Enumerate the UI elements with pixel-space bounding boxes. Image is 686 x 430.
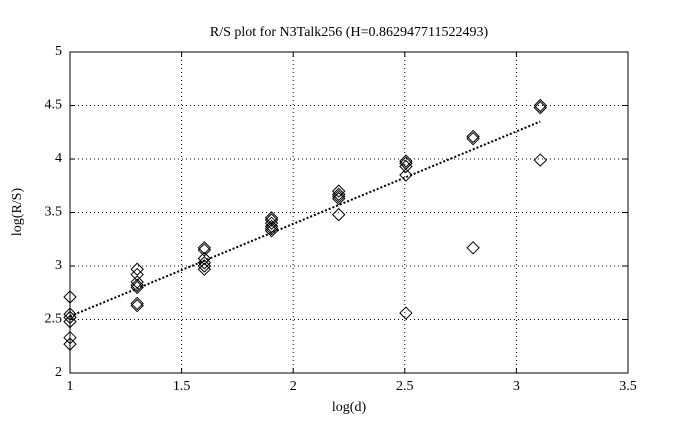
- diamond-point: [63, 290, 77, 304]
- diamond-point: [264, 213, 279, 227]
- diamond-point: [466, 241, 480, 255]
- diamond-point: [63, 314, 77, 329]
- diamond-point: [63, 337, 77, 351]
- diamond-point: [466, 129, 480, 144]
- diamond-point: [399, 159, 413, 174]
- y-tick-label: 2.5: [45, 312, 63, 327]
- fit-line: [69, 120, 541, 318]
- y-tick-label: 2: [55, 365, 62, 380]
- y-tick-label: 5: [55, 44, 62, 59]
- diamond-point: [264, 219, 279, 234]
- diamond-point: [130, 278, 144, 292]
- diamond-point: [197, 256, 212, 270]
- diamond-point: [332, 191, 346, 206]
- diamond-point: [533, 153, 547, 167]
- y-axis-label: log(R/S): [10, 188, 25, 237]
- diamond-point: [197, 259, 212, 273]
- diamond-point: [399, 154, 413, 168]
- diamond-point: [399, 306, 413, 320]
- diamond-point: [63, 330, 77, 345]
- diamond-point: [63, 307, 77, 321]
- x-axis-label: log(d): [332, 400, 367, 415]
- diamond-point: [197, 262, 212, 276]
- diamond-point: [264, 223, 279, 238]
- diamond-point: [264, 211, 279, 225]
- y-tick-label: 3.5: [45, 205, 63, 220]
- diamond-point: [533, 100, 547, 115]
- y-tick-label: 4.5: [45, 98, 63, 113]
- diamond-point: [399, 168, 413, 182]
- diamond-point: [332, 189, 346, 204]
- diamond-point: [264, 221, 279, 236]
- x-tick-label: 3: [513, 379, 520, 394]
- diamond-point: [332, 207, 346, 222]
- x-tick-label: 2.5: [396, 379, 414, 394]
- x-tick-label: 2: [290, 379, 297, 394]
- diamond-point: [130, 298, 144, 313]
- chart-title: R/S plot for N3Talk256 (H=0.862947711522…: [210, 25, 489, 40]
- diamond-point: [197, 243, 212, 257]
- diamond-point: [332, 184, 346, 198]
- y-tick-label: 3: [55, 258, 62, 273]
- diamond-point: [466, 131, 480, 146]
- diamond-point: [264, 216, 279, 230]
- diamond-point: [130, 262, 144, 276]
- y-tick-label: 4: [55, 151, 62, 166]
- diamond-point: [130, 296, 144, 311]
- diamond-point: [197, 241, 212, 255]
- diamond-point: [533, 98, 547, 113]
- x-tick-label: 1: [67, 379, 74, 394]
- diamond-point: [197, 251, 212, 266]
- diamond-point: [332, 187, 346, 202]
- x-tick-label: 3.5: [619, 379, 637, 394]
- plot-frame: [69, 51, 629, 374]
- diamond-point: [130, 267, 144, 282]
- x-tick-label: 1.5: [173, 379, 191, 394]
- diamond-point: [130, 280, 144, 295]
